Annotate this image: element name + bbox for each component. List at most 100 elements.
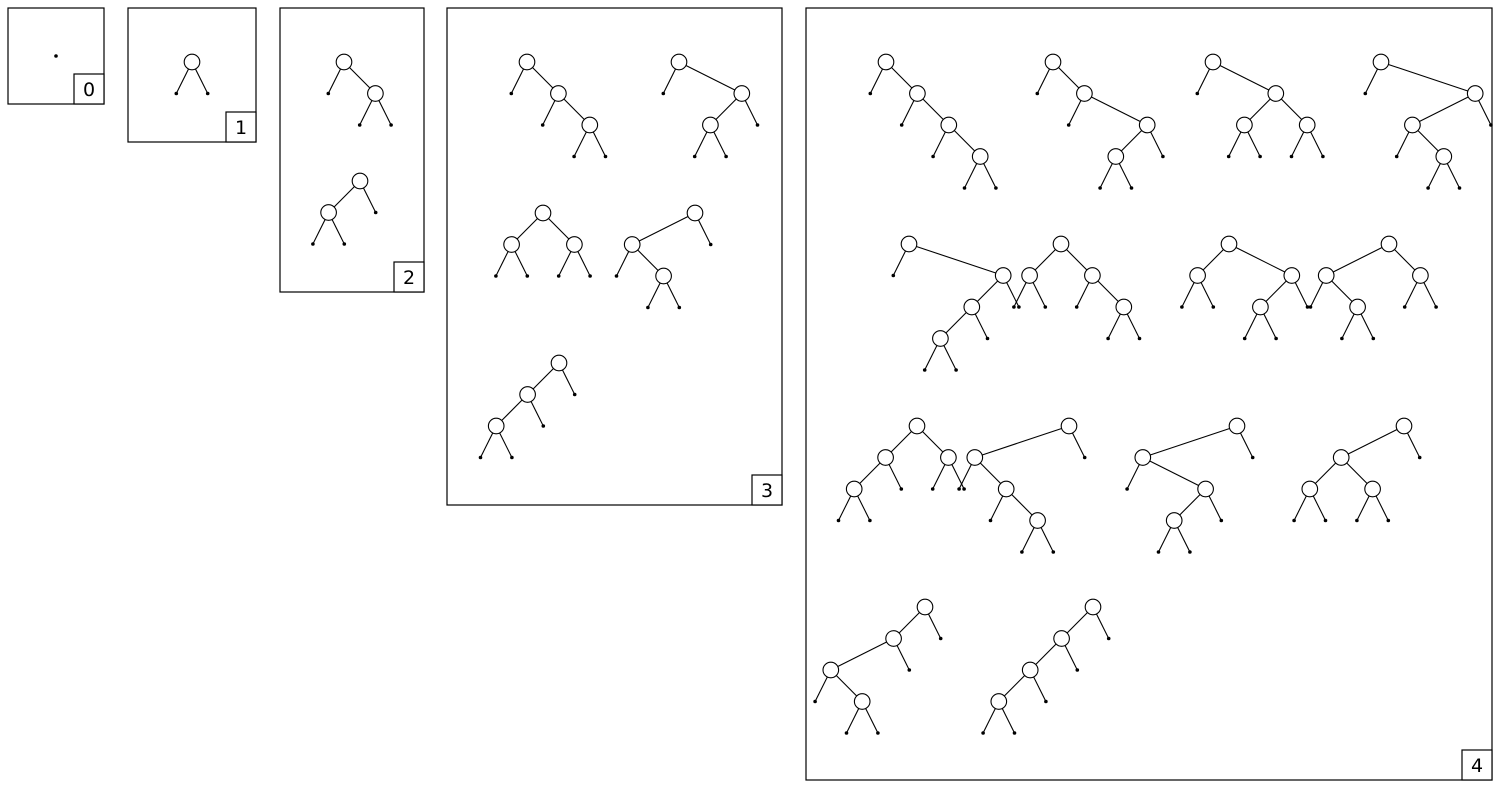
internal-node	[908, 417, 926, 435]
leaf-dot	[813, 699, 817, 704]
panel-frame	[279, 7, 425, 293]
tree-edge	[1346, 462, 1368, 484]
tree-edge	[896, 645, 910, 671]
internal-node	[940, 449, 957, 466]
leaf-dot	[614, 274, 619, 278]
panel-label-box	[225, 111, 257, 143]
tree-edge	[1066, 612, 1088, 634]
leaf-dot	[1106, 636, 1111, 641]
internal-node	[1021, 661, 1039, 679]
binary-tree	[981, 598, 1111, 735]
leaf-dot	[1386, 518, 1391, 523]
tree-edge	[1219, 65, 1270, 91]
tree-edge	[943, 345, 957, 371]
leaf-dot	[541, 424, 546, 428]
tree-edge	[1091, 96, 1141, 122]
internal-node	[990, 693, 1008, 710]
leaf-dot	[1180, 305, 1184, 309]
tree-edge	[1427, 163, 1441, 189]
tree-edge	[891, 67, 913, 89]
leaf-dot	[1292, 518, 1296, 523]
internal-node	[822, 661, 840, 679]
internal-node	[733, 85, 751, 102]
internal-node	[320, 204, 337, 221]
internal-node	[1115, 298, 1133, 316]
tree-edge	[846, 708, 860, 734]
leaf-dot	[1289, 154, 1294, 159]
leaf-dot	[1082, 455, 1087, 460]
tree-edge	[1235, 247, 1286, 273]
tree-edge	[647, 282, 661, 308]
tree-edge	[1347, 429, 1398, 455]
tree-edge	[1419, 96, 1469, 122]
internal-node	[1021, 267, 1038, 284]
leaf-dot	[54, 54, 58, 58]
internal-node	[1372, 53, 1390, 71]
leaf-dot	[342, 242, 347, 246]
tree-edge	[542, 100, 556, 126]
internal-node	[1165, 512, 1183, 529]
internal-node	[1029, 512, 1046, 529]
leaf-dot	[1074, 305, 1079, 309]
tree-edge	[516, 218, 538, 240]
tree-edge	[1196, 68, 1211, 94]
internal-node	[1283, 267, 1301, 284]
leaf-dot	[1394, 154, 1399, 159]
internal-node	[351, 172, 369, 190]
tree-edge	[637, 249, 659, 271]
tree-edge	[1294, 282, 1308, 308]
tree-edge	[744, 100, 758, 126]
tree-edge	[694, 131, 708, 157]
internal-node	[971, 148, 989, 165]
panel-label-box	[751, 474, 783, 506]
internal-node	[916, 598, 934, 616]
leaf-dot	[1012, 731, 1017, 735]
panel-0: 0	[7, 7, 105, 105]
binary-tree	[957, 417, 1087, 554]
panel-label: 0	[83, 79, 95, 101]
leaf-dot	[1075, 668, 1080, 672]
leaf-dot	[907, 668, 912, 672]
internal-node	[1220, 235, 1238, 253]
binary-tree	[1180, 235, 1310, 341]
tree-edge	[1332, 247, 1383, 273]
tree-edge	[835, 675, 858, 697]
panel-2: 2	[279, 7, 425, 293]
leaf-dot	[844, 731, 849, 735]
internal-node	[966, 449, 984, 466]
panel-label: 2	[403, 267, 415, 289]
tree-edge	[1035, 643, 1057, 665]
tree-edge	[1331, 280, 1353, 302]
leaf-dot	[1017, 305, 1021, 309]
leaf-dot	[868, 91, 873, 96]
leaf-dot	[938, 636, 943, 641]
leaf-dot	[981, 731, 985, 735]
tree-edge	[932, 131, 946, 157]
leaf-dot	[836, 518, 841, 523]
leaf-dot	[556, 274, 561, 278]
leaf-dot	[1355, 518, 1359, 523]
leaf-dot	[868, 518, 872, 523]
tree-edge	[713, 131, 727, 157]
tree-edge	[953, 130, 976, 152]
tree-edge	[1150, 427, 1230, 456]
internal-node	[581, 116, 599, 134]
tree-edge	[922, 431, 944, 453]
tree-edge	[573, 131, 587, 157]
leaf-dot	[1161, 154, 1165, 159]
internal-node	[963, 298, 981, 316]
internal-node	[1134, 449, 1152, 466]
leaf-dot	[1305, 305, 1310, 309]
internal-node	[1466, 85, 1484, 102]
leaf-dot	[494, 274, 498, 278]
tree-edge	[1011, 494, 1033, 516]
binary-tree	[1125, 417, 1255, 554]
leaf-dot	[572, 154, 576, 159]
tree-edge	[480, 432, 494, 458]
tree-edge	[1417, 130, 1439, 152]
leaf-dot	[988, 518, 993, 523]
binary-tree	[868, 53, 998, 190]
internal-node	[487, 417, 505, 435]
tree-edge	[1158, 527, 1172, 553]
tree-edge	[1208, 495, 1222, 521]
